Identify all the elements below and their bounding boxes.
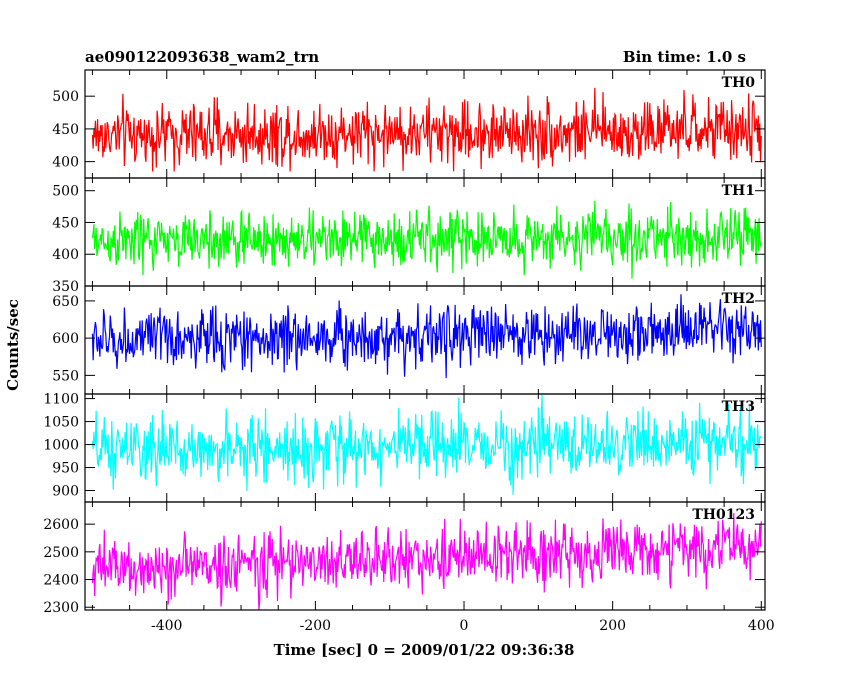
series-label-th2: TH2 bbox=[722, 291, 755, 307]
x-tick-label: -400 bbox=[151, 618, 182, 634]
y-tick-label: 450 bbox=[52, 215, 79, 231]
panel-th0123: 2300 2400 2500 2600 TH0123 bbox=[43, 501, 766, 616]
y-tick-label: 350 bbox=[52, 279, 79, 295]
series-label-th0123: TH0123 bbox=[692, 507, 755, 523]
y-tick-label: 550 bbox=[52, 368, 79, 384]
x-tick-label: -200 bbox=[300, 618, 331, 634]
x-axis-label: Time [sec] 0 = 2009/01/22 09:36:38 bbox=[274, 641, 575, 659]
y-tick-label: 450 bbox=[52, 122, 79, 138]
panel-th3: 900 950 1000 1050 1100 TH3 bbox=[43, 392, 766, 503]
bin-time-label: Bin time: 1.0 s bbox=[623, 48, 746, 66]
panels-group: 400 450 500 TH0 350 400 450 500 TH1 550 600 650 TH2 9… bbox=[43, 69, 766, 616]
y-tick-label: 2500 bbox=[43, 545, 79, 561]
y-tick-label: 400 bbox=[52, 155, 79, 171]
series-label-th0: TH0 bbox=[722, 75, 756, 91]
y-tick-label: 1050 bbox=[43, 415, 79, 431]
x-tick-label: 0 bbox=[460, 618, 469, 634]
panel-th2: 550 600 650 TH2 bbox=[52, 285, 766, 395]
y-axis-label: Counts/sec bbox=[4, 299, 22, 391]
series-line-th2 bbox=[91, 294, 762, 379]
series-line-th1 bbox=[91, 200, 762, 279]
y-tick-label: 2600 bbox=[43, 517, 79, 533]
series-line-th3 bbox=[91, 394, 762, 495]
figure-title: ae090122093638_wam2_trn bbox=[85, 48, 319, 66]
series-label-th3: TH3 bbox=[722, 399, 755, 415]
y-tick-label: 1100 bbox=[43, 392, 79, 408]
y-tick-label: 500 bbox=[52, 89, 79, 105]
y-tick-label: 900 bbox=[52, 484, 79, 500]
y-tick-label: 950 bbox=[52, 461, 79, 477]
series-line-th0123 bbox=[91, 512, 762, 610]
x-tick-label: 200 bbox=[599, 618, 626, 634]
x-tick-label: 400 bbox=[748, 618, 775, 634]
panel-frame bbox=[84, 501, 766, 611]
y-tick-label: 2400 bbox=[43, 573, 79, 589]
series-line-th0 bbox=[91, 87, 762, 172]
y-tick-label: 500 bbox=[52, 184, 79, 200]
series-label-th1: TH1 bbox=[722, 183, 755, 199]
y-tick-label: 600 bbox=[52, 331, 79, 347]
y-tick-label: 650 bbox=[52, 294, 79, 310]
y-tick-label: 400 bbox=[52, 247, 79, 263]
y-tick-label: 2300 bbox=[43, 600, 79, 616]
y-tick-label: 1000 bbox=[43, 438, 79, 454]
x-axis: -400 -200 0 200 400 bbox=[91, 70, 775, 634]
panel-th1: 350 400 450 500 TH1 bbox=[52, 177, 766, 295]
panel-th0: 400 450 500 TH0 bbox=[52, 69, 766, 179]
